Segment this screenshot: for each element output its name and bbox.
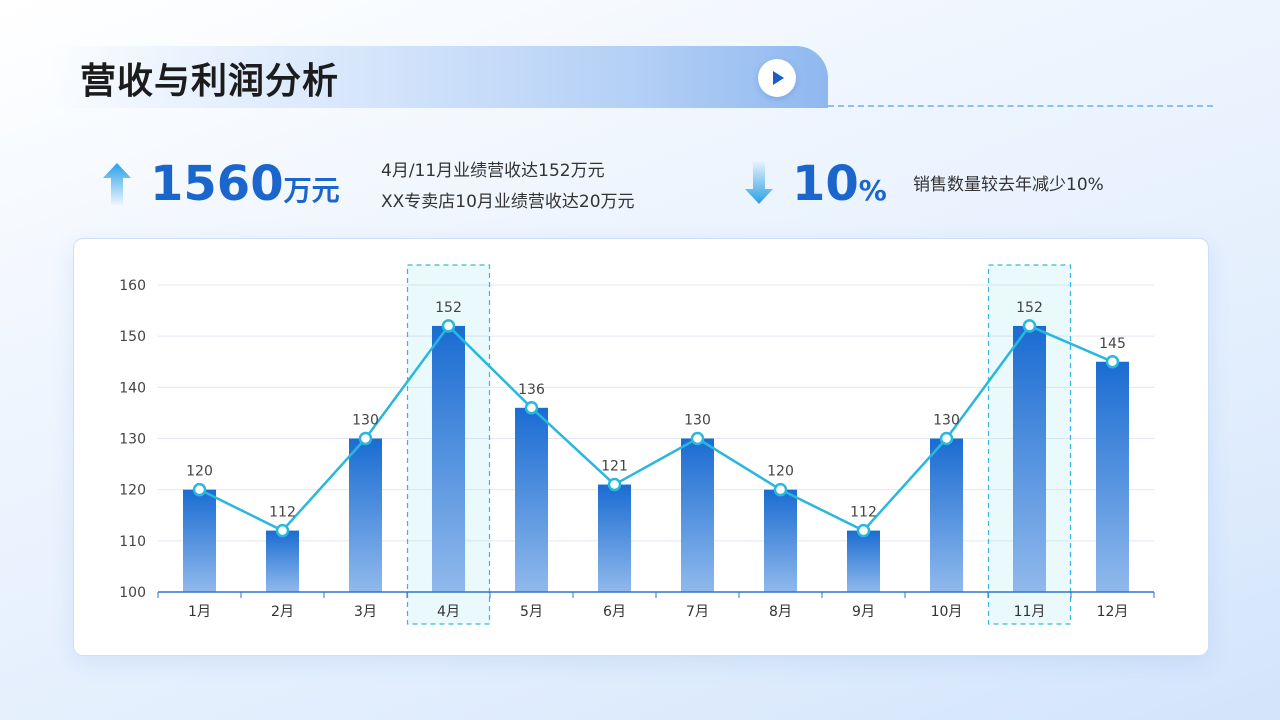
- x-tick-label: 11月: [1014, 604, 1046, 620]
- sales-number: 10: [792, 156, 859, 212]
- revenue-unit: 万元: [283, 174, 340, 207]
- bar: [266, 530, 299, 592]
- x-tick-label: 7月: [686, 604, 709, 620]
- bar: [432, 325, 465, 592]
- data-label: 120: [767, 464, 794, 480]
- title-bar: [48, 46, 828, 108]
- x-tick-label: 2月: [271, 604, 294, 620]
- sales-note: 销售数量较去年减少10%: [913, 175, 1104, 195]
- title-divider: [828, 105, 1213, 107]
- bar: [349, 438, 382, 592]
- revenue-number: 1560: [150, 156, 284, 212]
- x-tick-label: 9月: [852, 604, 875, 620]
- line-point: [358, 431, 373, 446]
- line-point: [275, 523, 290, 538]
- revenue-note-2: XX专卖店10月业绩营收达20万元: [381, 192, 635, 212]
- y-tick-label: 120: [119, 483, 146, 499]
- line-point: [607, 477, 622, 492]
- line-point: [524, 401, 539, 415]
- data-label: 145: [1099, 336, 1126, 352]
- y-tick-label: 150: [119, 329, 146, 345]
- data-label: 130: [933, 413, 960, 429]
- series-line: [198, 324, 1113, 532]
- x-tick-label: 4月: [437, 604, 460, 620]
- line-point: [441, 319, 456, 333]
- x-tick-label: 1月: [188, 604, 211, 620]
- revenue-value: 1560万元: [150, 154, 340, 225]
- line-point: [1105, 355, 1120, 369]
- x-tick-label: 3月: [354, 604, 377, 620]
- bar: [1013, 325, 1046, 592]
- x-tick-label: 10月: [931, 604, 963, 620]
- page-title: 营收与利润分析: [80, 61, 340, 102]
- sales-value: 10%: [792, 154, 887, 225]
- line-point: [690, 431, 705, 446]
- arrow-down-icon: [745, 162, 773, 204]
- y-tick-label: 140: [119, 380, 146, 396]
- data-label: 130: [684, 413, 711, 429]
- y-tick-label: 110: [119, 534, 146, 550]
- data-label: 112: [850, 505, 877, 521]
- x-tick-label: 12月: [1097, 604, 1129, 620]
- bar: [515, 407, 548, 592]
- y-tick-label: 100: [119, 585, 146, 601]
- x-tick-label: 5月: [520, 604, 543, 620]
- bar: [1096, 361, 1129, 592]
- line-point: [192, 482, 207, 497]
- bar: [847, 530, 880, 592]
- line-point: [1022, 319, 1037, 333]
- bar: [598, 484, 631, 592]
- line-point: [773, 482, 788, 497]
- line-point: [939, 431, 954, 446]
- bar: [930, 438, 963, 592]
- play-icon[interactable]: [758, 59, 796, 97]
- bar: [764, 489, 797, 592]
- line-point: [856, 523, 871, 538]
- data-label: 152: [1016, 300, 1043, 316]
- bar: [681, 438, 714, 592]
- data-label: 121: [601, 459, 628, 475]
- x-tick-label: 8月: [769, 604, 792, 620]
- y-tick-label: 130: [119, 432, 146, 448]
- data-label: 136: [518, 382, 545, 398]
- revenue-note-1: 4月/11月业绩营收达152万元: [381, 161, 605, 181]
- arrow-up-icon: [103, 163, 131, 205]
- bar: [183, 489, 216, 592]
- y-tick-label: 160: [119, 278, 146, 294]
- data-label: 130: [352, 413, 379, 429]
- x-tick-label: 6月: [603, 604, 626, 620]
- data-label: 112: [269, 505, 296, 521]
- sales-unit: %: [858, 174, 887, 207]
- data-label: 120: [186, 464, 213, 480]
- data-label: 152: [435, 300, 462, 316]
